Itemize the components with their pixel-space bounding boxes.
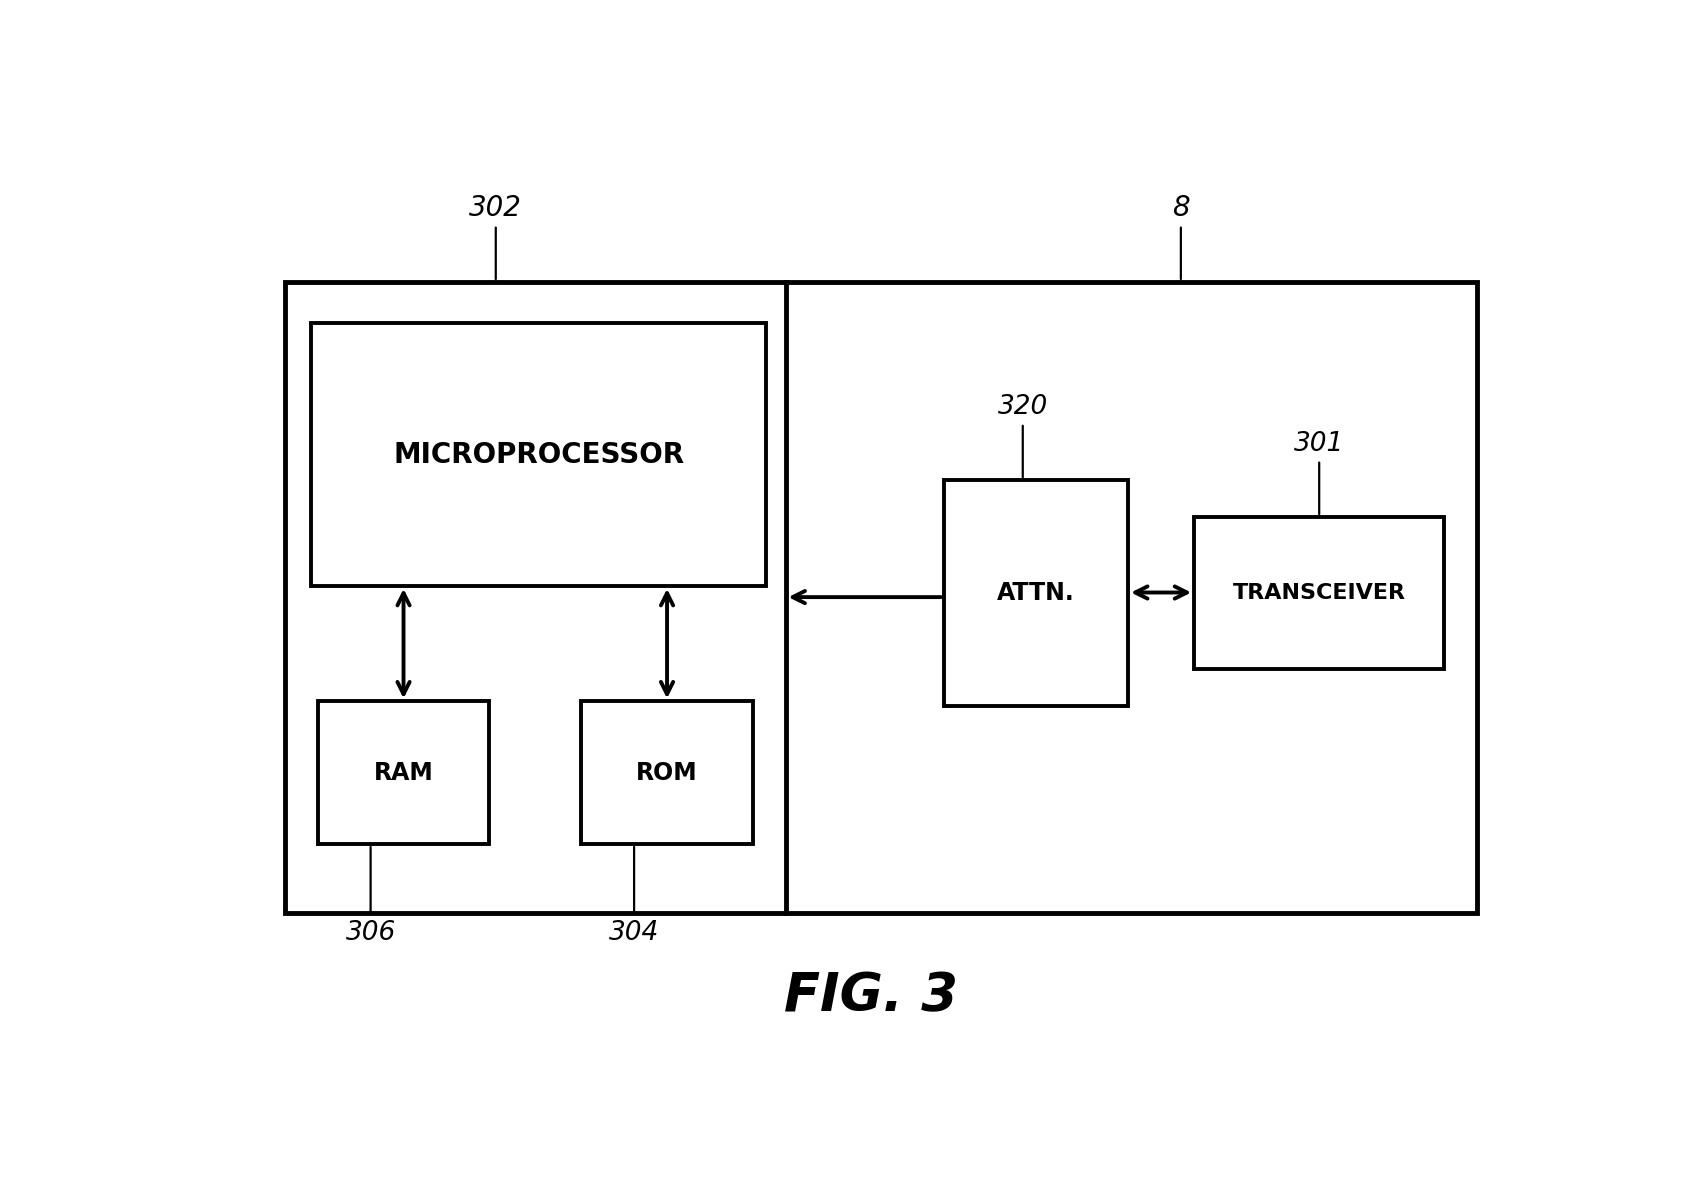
- Bar: [318, 701, 490, 844]
- Text: 302: 302: [469, 194, 522, 279]
- Text: 320: 320: [998, 394, 1047, 478]
- Text: FIG. 3: FIG. 3: [784, 971, 959, 1022]
- Bar: [286, 282, 1477, 913]
- Text: ATTN.: ATTN.: [998, 581, 1074, 604]
- Bar: [944, 480, 1129, 706]
- Text: TRANSCEIVER: TRANSCEIVER: [1232, 583, 1406, 603]
- Bar: [311, 323, 765, 587]
- Text: 301: 301: [1294, 431, 1345, 515]
- Text: ROM: ROM: [636, 760, 697, 785]
- Bar: [581, 701, 753, 844]
- Text: RAM: RAM: [374, 760, 434, 785]
- Text: 306: 306: [345, 847, 396, 946]
- Text: 304: 304: [609, 847, 660, 946]
- Text: 8: 8: [1171, 194, 1190, 279]
- Text: MICROPROCESSOR: MICROPROCESSOR: [393, 440, 683, 469]
- Bar: [1193, 517, 1445, 669]
